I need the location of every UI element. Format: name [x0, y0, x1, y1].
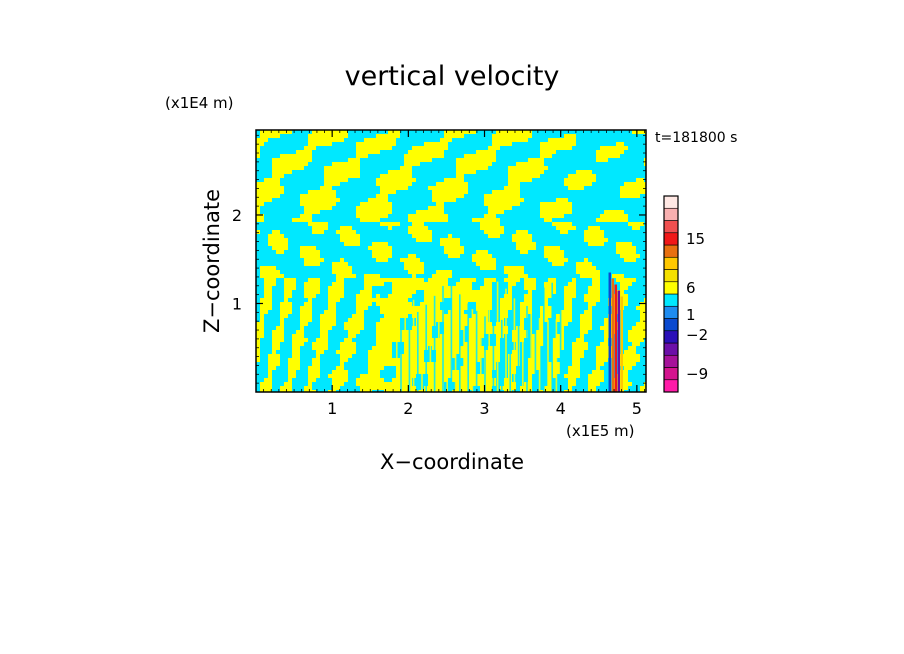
- colorbar-level: [663, 281, 679, 295]
- colorbar-level: [663, 269, 679, 283]
- colorbar-level: [663, 293, 679, 307]
- colorbar: 15 6 1 −2 −9: [663, 195, 708, 393]
- y-axis-label: Z−coordinate: [200, 189, 224, 333]
- colorbar-level: [663, 220, 679, 234]
- plot-frame: [255, 129, 647, 393]
- y-tick-label: 1: [232, 294, 242, 313]
- colorbar-label: 6: [686, 279, 696, 297]
- colorbar-label: −9: [686, 365, 708, 383]
- x-tick-label: 2: [403, 399, 413, 418]
- colorbar-level: [663, 342, 679, 356]
- velocity-field: [256, 130, 646, 392]
- x-unit-label: (x1E5 m): [566, 422, 635, 440]
- y-unit-label: (x1E4 m): [165, 94, 234, 112]
- plume-streak: [614, 284, 618, 392]
- colorbar-level: [663, 244, 679, 258]
- colorbar-frame: [663, 195, 679, 393]
- plume-streak: [620, 296, 624, 392]
- colorbar-level: [663, 330, 679, 344]
- x-tick-label: 1: [327, 399, 337, 418]
- y-axis: 12: [232, 134, 646, 384]
- plume-streak: [608, 272, 612, 392]
- x-tick-label: 4: [556, 399, 566, 418]
- colorbar-level: [663, 207, 679, 221]
- x-tick-label: 5: [632, 399, 642, 418]
- colorbar-level: [663, 354, 679, 368]
- time-label: t=181800 s: [655, 130, 737, 146]
- colorbar-level: [663, 256, 679, 270]
- plume-streak: [611, 278, 615, 392]
- colorbar-label: 1: [686, 306, 696, 324]
- colorbar-label: −2: [686, 326, 708, 344]
- colorbar-level: [663, 379, 679, 393]
- colorbar-level: [663, 195, 679, 209]
- colorbar-level: [663, 318, 679, 332]
- x-axis: 1 2 3 4 5: [263, 130, 645, 418]
- colorbar-label: 15: [686, 230, 705, 248]
- colorbar-level: [663, 305, 679, 319]
- plume-streak: [617, 290, 621, 392]
- y-tick-label: 2: [232, 206, 242, 225]
- colorbar-level: [663, 367, 679, 381]
- x-axis-label: X−coordinate: [380, 450, 524, 474]
- colorbar-level: [663, 232, 679, 246]
- x-tick-label: 3: [479, 399, 489, 418]
- chart-title: vertical velocity: [345, 61, 560, 92]
